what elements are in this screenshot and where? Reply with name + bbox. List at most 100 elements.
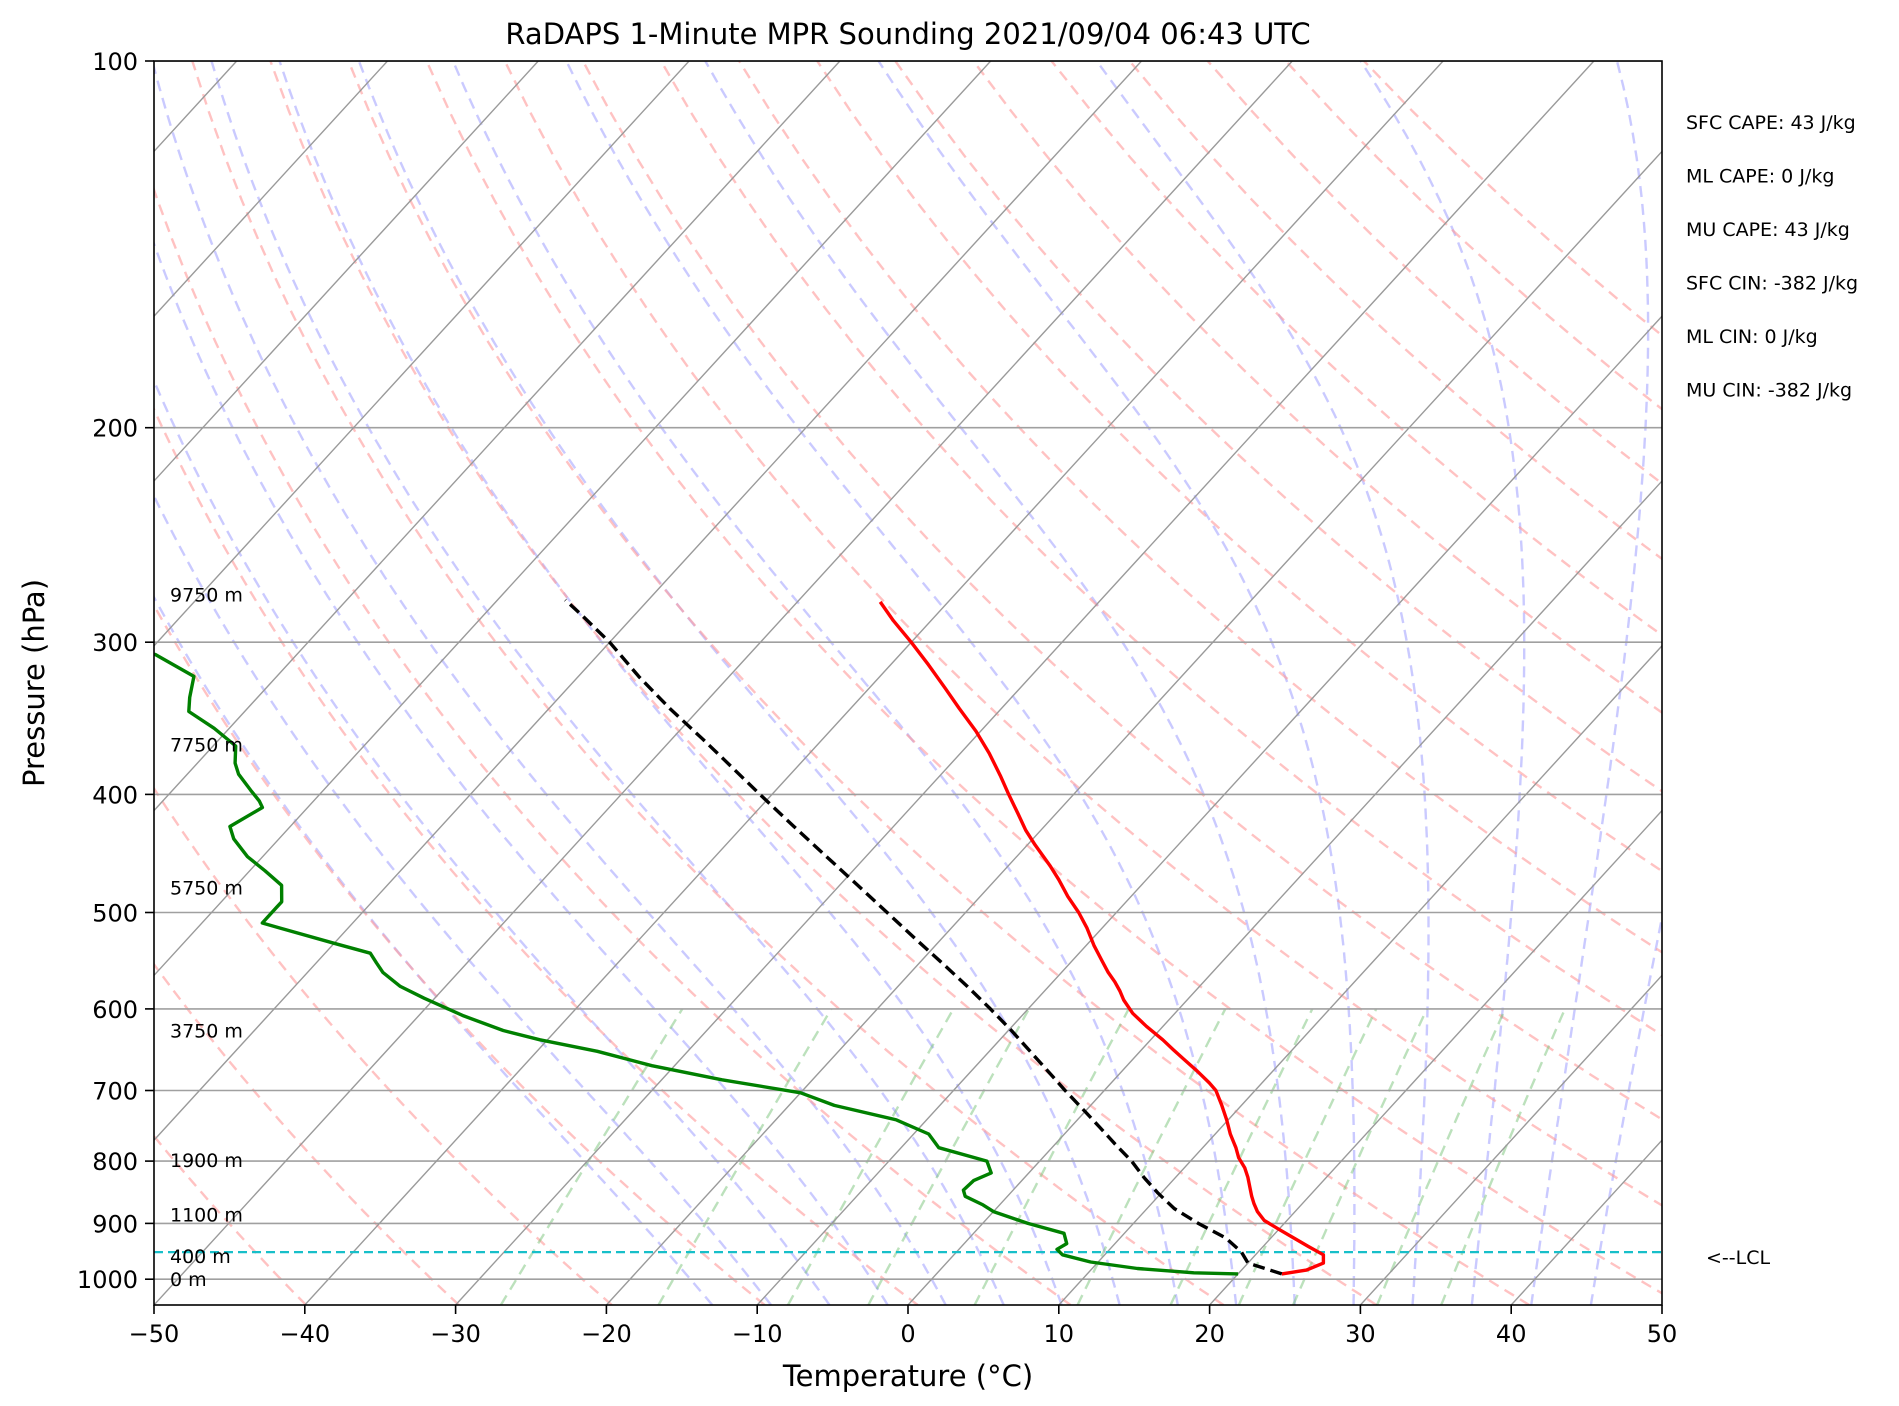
y-tick-label: 1000 bbox=[77, 1266, 138, 1294]
x-axis-label: Temperature (°C) bbox=[782, 1359, 1033, 1393]
isotherm bbox=[154, 61, 1293, 1305]
dry-adiabat bbox=[581, 61, 1662, 1121]
x-tick-label: 50 bbox=[1647, 1320, 1678, 1348]
height-label: 1100 m bbox=[170, 1205, 243, 1227]
moist-adiabat bbox=[154, 493, 773, 1305]
dry-adiabat bbox=[191, 61, 1225, 1305]
height-label: 7750 m bbox=[170, 735, 243, 757]
mixing-ratio-line bbox=[1076, 1008, 1227, 1305]
isotherm bbox=[154, 61, 690, 647]
y-tick-label: 700 bbox=[92, 1078, 138, 1106]
moist-adiabat bbox=[154, 377, 831, 1305]
height-label: 3750 m bbox=[170, 1021, 243, 1043]
isotherm bbox=[154, 61, 992, 977]
x-tick-label: −10 bbox=[732, 1320, 783, 1348]
isotherm bbox=[154, 61, 539, 483]
isotherm bbox=[1359, 974, 1662, 1305]
moist-adiabat bbox=[1359, 61, 1526, 1305]
x-tick-label: −30 bbox=[430, 1320, 481, 1348]
isotherm bbox=[1209, 809, 1662, 1305]
x-axis-ticks: −50 −40 −30 −20 −10 0 10 20 30 40 50 bbox=[129, 1305, 1678, 1348]
y-tick-label: 900 bbox=[92, 1210, 138, 1238]
dry-adiabat bbox=[1050, 61, 1662, 637]
y-tick-label: 400 bbox=[92, 781, 138, 809]
index-label: ML CAPE: 0 J/kg bbox=[1686, 166, 1834, 188]
x-tick-label: 10 bbox=[1044, 1320, 1075, 1348]
plot-area bbox=[154, 61, 1662, 1305]
mixing-ratio-line bbox=[867, 1008, 1030, 1305]
dry-adiabats bbox=[154, 61, 1662, 1305]
y-tick-label: 300 bbox=[92, 629, 138, 657]
dry-adiabat bbox=[503, 61, 1662, 1207]
index-label: ML CIN: 0 J/kg bbox=[1686, 326, 1818, 348]
isobar-gridlines bbox=[154, 61, 1662, 1280]
y-tick-label: 800 bbox=[92, 1148, 138, 1176]
isotherm bbox=[605, 150, 1662, 1305]
moist-adiabat bbox=[357, 61, 1121, 1305]
stability-indices: SFC CAPE: 43 J/kg ML CAPE: 0 J/kg MU CAPE:… bbox=[1686, 112, 1858, 402]
y-axis-label: Pressure (hPa) bbox=[17, 579, 51, 787]
moist-adiabat bbox=[154, 240, 889, 1305]
x-tick-label: −50 bbox=[129, 1320, 180, 1348]
sounding-series bbox=[154, 598, 1326, 1276]
y-tick-label: 100 bbox=[92, 48, 138, 76]
y-tick-label: 600 bbox=[92, 996, 138, 1024]
mixing-ratio-line bbox=[1375, 1008, 1507, 1305]
dry-adiabat bbox=[816, 61, 1662, 873]
isotherm-gridlines bbox=[154, 61, 1662, 1305]
moist-adiabat bbox=[1095, 61, 1430, 1305]
dry-adiabat bbox=[154, 786, 613, 1305]
mixing-ratio-line bbox=[499, 1008, 684, 1305]
isotherm bbox=[154, 61, 389, 318]
index-label: MU CIN: -382 J/kg bbox=[1686, 380, 1852, 402]
height-labels: 9750 m 7750 m 5750 m 3750 m 1900 m 1100 m 400 … bbox=[170, 584, 243, 1291]
dry-adiabat bbox=[894, 61, 1662, 793]
height-label: 9750 m bbox=[170, 584, 243, 606]
isotherm bbox=[455, 61, 1595, 1305]
mixing-ratio-line bbox=[1440, 1008, 1567, 1305]
x-tick-label: 30 bbox=[1345, 1320, 1376, 1348]
mixing-ratio-line bbox=[657, 1008, 833, 1305]
x-tick-label: 0 bbox=[900, 1320, 915, 1348]
y-tick-label: 200 bbox=[92, 415, 138, 443]
isotherm bbox=[1058, 644, 1662, 1305]
mixing-ratio-line bbox=[1292, 1008, 1428, 1305]
dry-adiabat bbox=[154, 1134, 307, 1305]
moist-adiabat bbox=[877, 61, 1356, 1305]
dry-adiabat bbox=[659, 61, 1662, 1037]
height-label: 5750 m bbox=[170, 878, 243, 900]
moist-adiabat bbox=[278, 61, 1063, 1305]
series-2-line bbox=[154, 652, 1239, 1276]
index-label: MU CAPE: 43 J/kg bbox=[1686, 219, 1850, 241]
chart-title: RaDAPS 1-Minute MPR Sounding 2021/09/04 … bbox=[505, 17, 1310, 51]
series-1-line bbox=[564, 598, 1283, 1276]
height-label: 400 m bbox=[170, 1246, 231, 1268]
mixing-ratio-line bbox=[1169, 1008, 1314, 1305]
x-tick-label: −40 bbox=[279, 1320, 330, 1348]
y-axis-ticks: 100 200 300 400 500 600 700 800 900 1000 bbox=[77, 48, 154, 1294]
mixing-ratio-line bbox=[973, 1008, 1130, 1305]
height-label: 1900 m bbox=[170, 1150, 243, 1172]
moist-adiabats bbox=[154, 61, 1662, 1305]
series-0-line bbox=[878, 600, 1326, 1276]
isotherm bbox=[756, 315, 1662, 1305]
dry-adiabat bbox=[347, 61, 1530, 1305]
x-tick-label: 20 bbox=[1194, 1320, 1225, 1348]
isotherm bbox=[304, 61, 1444, 1305]
y-tick-label: 500 bbox=[92, 900, 138, 928]
moist-adiabat bbox=[154, 63, 947, 1305]
mixing-ratio-line bbox=[786, 1008, 955, 1305]
x-tick-label: 40 bbox=[1496, 1320, 1527, 1348]
moist-adiabat bbox=[565, 61, 1238, 1305]
dry-adiabat bbox=[154, 603, 766, 1305]
index-label: SFC CIN: -382 J/kg bbox=[1686, 273, 1858, 295]
height-label: 0 m bbox=[170, 1269, 207, 1291]
isotherm bbox=[907, 479, 1662, 1305]
isotherm bbox=[154, 61, 841, 812]
index-label: SFC CAPE: 43 J/kg bbox=[1686, 112, 1856, 134]
moist-adiabat bbox=[154, 594, 714, 1305]
dry-adiabat bbox=[154, 186, 1072, 1305]
lcl-label: <--LCL bbox=[1706, 1247, 1770, 1269]
